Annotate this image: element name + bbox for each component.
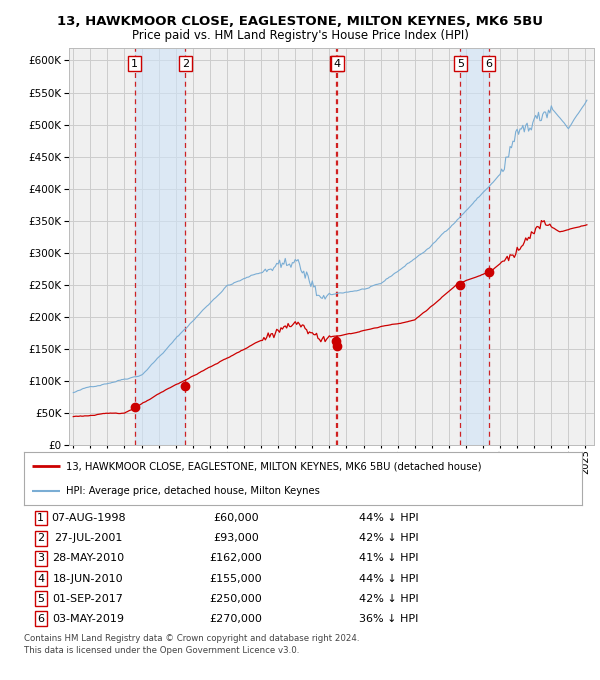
Text: HPI: Average price, detached house, Milton Keynes: HPI: Average price, detached house, Milt… — [66, 486, 320, 496]
Text: 13, HAWKMOOR CLOSE, EAGLESTONE, MILTON KEYNES, MK6 5BU (detached house): 13, HAWKMOOR CLOSE, EAGLESTONE, MILTON K… — [66, 461, 481, 471]
Text: £250,000: £250,000 — [209, 594, 262, 604]
Text: 41% ↓ HPI: 41% ↓ HPI — [359, 554, 418, 564]
Text: 44% ↓ HPI: 44% ↓ HPI — [359, 513, 418, 523]
Text: 03-MAY-2019: 03-MAY-2019 — [52, 614, 124, 624]
Text: 5: 5 — [457, 58, 464, 69]
Text: 42% ↓ HPI: 42% ↓ HPI — [359, 533, 418, 543]
Text: 2: 2 — [37, 533, 44, 543]
Text: 6: 6 — [485, 58, 492, 69]
Text: 18-JUN-2010: 18-JUN-2010 — [53, 573, 124, 583]
Text: £93,000: £93,000 — [213, 533, 259, 543]
Text: 6: 6 — [37, 614, 44, 624]
Text: 36% ↓ HPI: 36% ↓ HPI — [359, 614, 418, 624]
Text: 01-SEP-2017: 01-SEP-2017 — [53, 594, 124, 604]
Text: 4: 4 — [37, 573, 44, 583]
Text: 44% ↓ HPI: 44% ↓ HPI — [359, 573, 418, 583]
Text: £155,000: £155,000 — [210, 573, 262, 583]
Text: 42% ↓ HPI: 42% ↓ HPI — [359, 594, 418, 604]
Text: 2: 2 — [182, 58, 189, 69]
Text: Price paid vs. HM Land Registry's House Price Index (HPI): Price paid vs. HM Land Registry's House … — [131, 29, 469, 41]
Text: 07-AUG-1998: 07-AUG-1998 — [51, 513, 125, 523]
Text: £60,000: £60,000 — [213, 513, 259, 523]
Text: £162,000: £162,000 — [209, 554, 262, 564]
Text: 4: 4 — [334, 58, 341, 69]
Text: 27-JUL-2001: 27-JUL-2001 — [54, 533, 122, 543]
Text: This data is licensed under the Open Government Licence v3.0.: This data is licensed under the Open Gov… — [24, 646, 299, 655]
Text: 3: 3 — [37, 554, 44, 564]
Text: 5: 5 — [37, 594, 44, 604]
Text: Contains HM Land Registry data © Crown copyright and database right 2024.: Contains HM Land Registry data © Crown c… — [24, 634, 359, 643]
Text: £270,000: £270,000 — [209, 614, 262, 624]
Text: 1: 1 — [37, 513, 44, 523]
Text: 1: 1 — [131, 58, 138, 69]
Bar — [460, 48, 488, 445]
Text: 13, HAWKMOOR CLOSE, EAGLESTONE, MILTON KEYNES, MK6 5BU: 13, HAWKMOOR CLOSE, EAGLESTONE, MILTON K… — [57, 15, 543, 28]
Bar — [135, 48, 185, 445]
Text: 3: 3 — [333, 58, 340, 69]
Text: 28-MAY-2010: 28-MAY-2010 — [52, 554, 124, 564]
